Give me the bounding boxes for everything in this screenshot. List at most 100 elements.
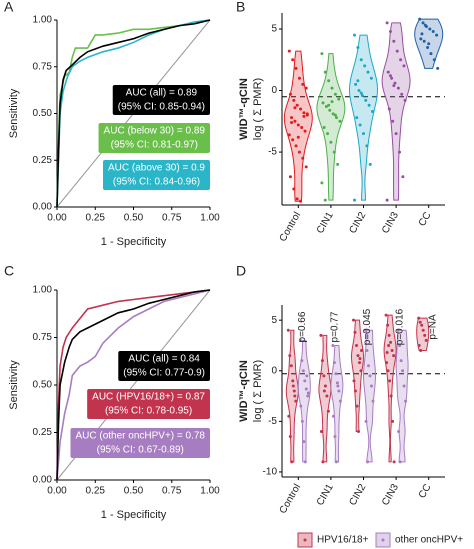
data-point — [288, 354, 292, 358]
data-point — [367, 103, 371, 107]
data-point — [331, 414, 335, 418]
data-point — [389, 394, 393, 398]
data-point — [323, 70, 327, 74]
data-point — [359, 58, 363, 62]
violin — [316, 53, 346, 201]
y-tick-label: 0.75 — [33, 61, 53, 72]
data-point — [291, 138, 295, 142]
data-point — [294, 399, 298, 403]
data-point — [393, 81, 397, 85]
data-point — [324, 105, 328, 109]
data-point — [291, 379, 295, 383]
data-point — [292, 187, 296, 191]
data-point — [431, 29, 435, 33]
data-point — [428, 27, 432, 31]
data-point — [385, 198, 389, 202]
x-tick-label: CIN3 — [380, 210, 401, 236]
x-tick-label: 0.75 — [162, 213, 182, 224]
y-axis-title: WID™-qCIN — [238, 360, 250, 422]
data-point — [336, 384, 340, 388]
x-tick-label: 1.00 — [200, 213, 220, 224]
data-point — [359, 91, 363, 95]
data-point — [328, 108, 332, 112]
panel-label: A — [4, 0, 14, 15]
data-point — [304, 86, 308, 90]
annotation-text: AUC (all) = 0.89 — [126, 88, 198, 99]
data-point — [338, 399, 342, 403]
data-point — [295, 103, 299, 107]
data-point — [386, 70, 390, 74]
data-point — [354, 82, 358, 86]
data-point — [304, 165, 308, 169]
data-point — [305, 374, 309, 378]
annotation-text: AUC (other oncHPV+) = 0.78 — [75, 431, 205, 442]
data-point — [435, 33, 439, 37]
data-point — [320, 359, 324, 363]
data-point — [432, 58, 436, 62]
x-tick-label: CIN1 — [315, 482, 336, 508]
y-tick-label: 0.50 — [33, 108, 53, 119]
y-tick-label: 1.00 — [33, 15, 53, 26]
data-point — [352, 379, 356, 383]
p-value: p=0.66 — [297, 311, 308, 342]
data-point — [423, 23, 427, 27]
data-point — [368, 162, 372, 166]
data-point — [397, 150, 401, 154]
data-point — [358, 361, 361, 365]
data-point — [353, 330, 357, 334]
data-point — [301, 156, 305, 160]
data-point — [404, 399, 408, 403]
data-point — [360, 93, 364, 97]
data-point — [356, 45, 360, 49]
annotation-box — [112, 85, 210, 115]
data-point — [418, 320, 422, 324]
data-point — [397, 429, 401, 433]
data-point — [326, 132, 330, 136]
data-point — [293, 106, 297, 110]
annotation-box — [70, 428, 210, 458]
data-point — [333, 113, 337, 117]
data-point — [392, 354, 396, 358]
x-tick-label: 0.00 — [47, 213, 67, 224]
x-tick-label: CC — [417, 482, 434, 500]
x-tick-label: CIN1 — [315, 210, 336, 236]
data-point — [322, 389, 326, 393]
y-tick-label: 5 — [271, 315, 277, 326]
data-point — [371, 109, 374, 113]
annotation-text: (95% CI: 0.77-0.9) — [123, 368, 205, 379]
data-point — [417, 316, 421, 320]
legend-label: other oncHPV+ — [395, 535, 463, 546]
data-point — [399, 58, 403, 62]
data-point — [291, 384, 295, 388]
data-point — [338, 119, 342, 123]
data-point — [296, 135, 300, 139]
data-point — [297, 76, 301, 80]
y-tick-label: 0.00 — [33, 475, 53, 486]
annotation-text: (95% CI: 0.67-0.89) — [97, 445, 184, 456]
roc-curve — [56, 289, 211, 481]
x-tick-label: CIN2 — [347, 210, 368, 236]
data-point — [290, 116, 294, 120]
data-point — [331, 112, 335, 116]
y-tick-label: 0.25 — [33, 155, 53, 166]
data-point — [299, 107, 303, 111]
data-point — [369, 76, 373, 80]
data-point — [306, 391, 310, 395]
data-point — [421, 328, 425, 332]
data-point — [288, 175, 292, 179]
y-axis-title: Sensitivity — [8, 88, 20, 138]
data-point — [355, 116, 359, 120]
legend-dot — [303, 538, 307, 542]
p-value: p=0.045 — [362, 308, 373, 345]
data-point — [370, 384, 373, 388]
data-point — [334, 460, 338, 464]
data-point — [388, 29, 392, 33]
violin — [318, 334, 332, 463]
data-point — [385, 21, 389, 25]
data-point — [303, 129, 307, 133]
x-tick-label: CIN3 — [380, 482, 401, 508]
y-axis-title: WID™-qCIN — [238, 78, 250, 140]
data-point — [396, 86, 400, 90]
data-point — [424, 338, 428, 342]
data-point — [420, 323, 424, 327]
